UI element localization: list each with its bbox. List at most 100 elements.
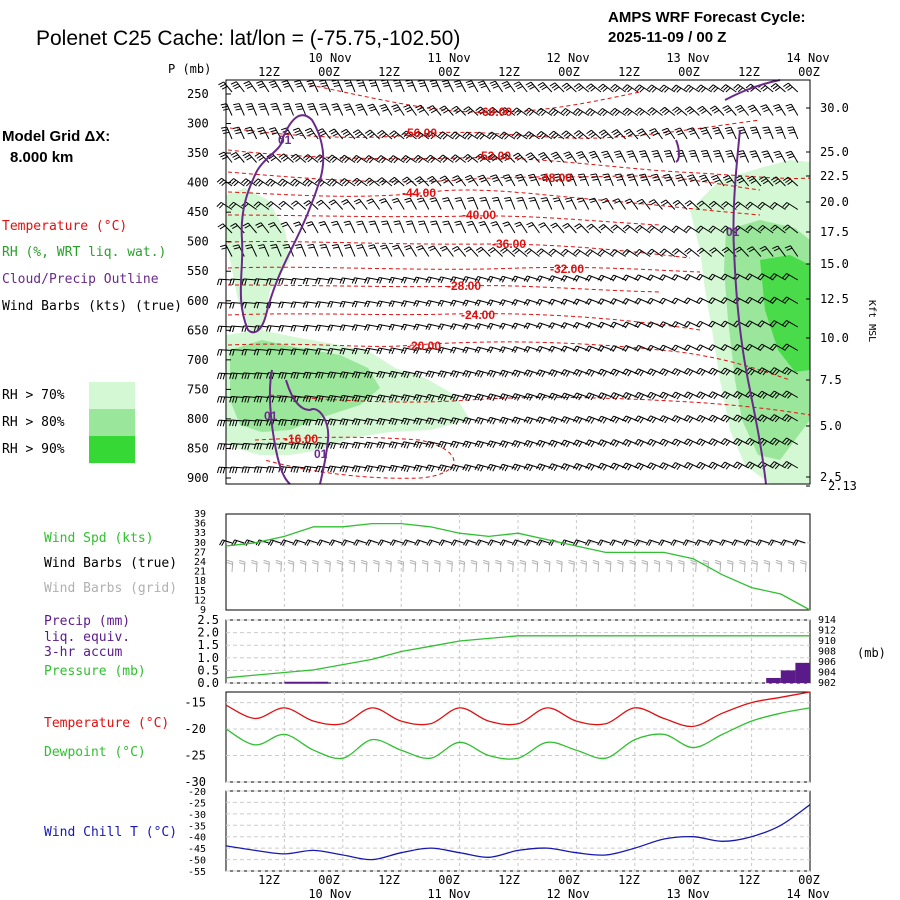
wind-barb (238, 126, 245, 140)
wind-barb (639, 248, 651, 257)
wind-barb-flag (627, 394, 632, 400)
wind-barb-true (271, 539, 281, 544)
wind-barb-grid-flag (665, 562, 672, 565)
pressure-tick-label: 906 (818, 657, 836, 668)
wind-barb-flag (732, 391, 738, 397)
wind-barb-flag (785, 150, 792, 154)
cloud-outline (239, 114, 325, 334)
wind-barb-flag (749, 106, 756, 111)
windchill-tick-label: -40 (188, 833, 206, 844)
legend-wind: Wind Barbs (kts) (true) (2, 299, 182, 314)
wind-barb-true (734, 539, 745, 544)
wind-barb-flag (343, 244, 350, 247)
wind-barb-flag (757, 367, 763, 373)
wind-barb-flag (320, 246, 327, 249)
wind-barb-flag (354, 179, 360, 185)
wind-barb-flag (283, 105, 290, 108)
wind-barb-flag (762, 370, 768, 376)
wind-barb (386, 79, 393, 93)
wind-barb-flag (479, 82, 486, 86)
wind-barb-flag (339, 301, 343, 308)
wind-barb (354, 277, 368, 281)
wind-barb-flag (649, 393, 654, 399)
wind-barb (456, 105, 467, 116)
wind-barb-flag (760, 368, 765, 374)
height-tick-label: 7.5 (820, 373, 842, 387)
wind-barb (472, 197, 479, 210)
wind-barb-flag (604, 178, 611, 181)
wind-barb (699, 438, 712, 445)
wind-barb (675, 415, 688, 422)
wind-barb-true (588, 539, 599, 544)
wind-barb-flag (352, 129, 359, 134)
pressure-tick-label: 400 (187, 176, 209, 190)
wind-barb-flag (452, 371, 457, 378)
wind-barb-flag (712, 177, 719, 181)
wind-barb-true (417, 539, 428, 544)
wind-barb-flag (526, 221, 533, 226)
wind-barb-flag (502, 221, 509, 225)
wind-barb-flag (467, 110, 473, 115)
height-tick-label: 25.0 (820, 145, 849, 159)
wind-barb-flag (307, 103, 314, 106)
wind-barb (299, 80, 307, 93)
wind-barb-flag (587, 109, 593, 115)
wind-barb-flag (357, 443, 361, 450)
wind-barb-flag (732, 367, 738, 373)
wind-barb-flag (452, 324, 457, 331)
wind-barb-flag (695, 438, 701, 444)
wind-barb-flag (732, 414, 738, 420)
wind-barb-flag (253, 278, 257, 285)
wind-barb-flag (294, 102, 302, 105)
wind-barb-grid-flag (727, 559, 734, 563)
wind-barb-flag (723, 369, 728, 375)
wind-barb-flag (662, 201, 669, 206)
wind-barb-flag (504, 196, 511, 199)
wind-barb-flag (750, 109, 757, 113)
wind-barb-flag (282, 243, 289, 247)
wind-barb (724, 367, 737, 375)
wind-barb (329, 395, 343, 398)
wind-barb-flag (265, 178, 271, 184)
wind-barb (379, 418, 392, 422)
wind-barb-flag (253, 443, 257, 450)
wind-barb (349, 220, 356, 234)
wind-barb-flag (271, 85, 278, 89)
wind-barb-flag (268, 202, 274, 208)
wind-barb-flag (393, 158, 399, 164)
wind-barb-flag (229, 466, 232, 473)
wind-barb-flag (513, 81, 520, 85)
wind-barb (712, 391, 725, 398)
wind-barb (416, 370, 429, 375)
wind-barb-flag (437, 131, 443, 137)
wind-barb-grid-flag (495, 559, 502, 563)
wind-barb-flag (317, 348, 321, 355)
wind-barb-flag (486, 299, 491, 306)
wind-barb-flag (514, 370, 518, 377)
wind-barb-flag (430, 109, 437, 114)
wind-barb-flag (735, 227, 741, 232)
wind-barb-flag (244, 420, 247, 427)
wind-barb-flag (538, 464, 543, 471)
wind-barb-flag (720, 414, 726, 421)
wind-barb (231, 419, 245, 422)
wind-barb-flag (587, 393, 592, 400)
wind-barb-flag (782, 414, 787, 420)
wind-barb-true-flag (389, 539, 394, 546)
wind-barb (542, 82, 553, 93)
wind-barb-flag (379, 348, 383, 355)
wind-barb (255, 466, 269, 469)
wind-barb-flag (651, 87, 657, 93)
wind-barb-grid-flag (422, 559, 429, 563)
wind-barb-grid-flag (568, 562, 575, 565)
wind-barb-flag (501, 81, 508, 85)
wind-barb-flag (782, 437, 787, 443)
wind-barb (717, 127, 725, 140)
wind-barb-flag (450, 394, 454, 400)
wind-barb (333, 199, 344, 210)
wind-barb-flag (241, 349, 245, 356)
wind-barb-flag (343, 103, 350, 106)
wind-barb-flag (536, 248, 542, 254)
wind-barb (305, 465, 319, 469)
wind-barb-true (393, 539, 403, 544)
